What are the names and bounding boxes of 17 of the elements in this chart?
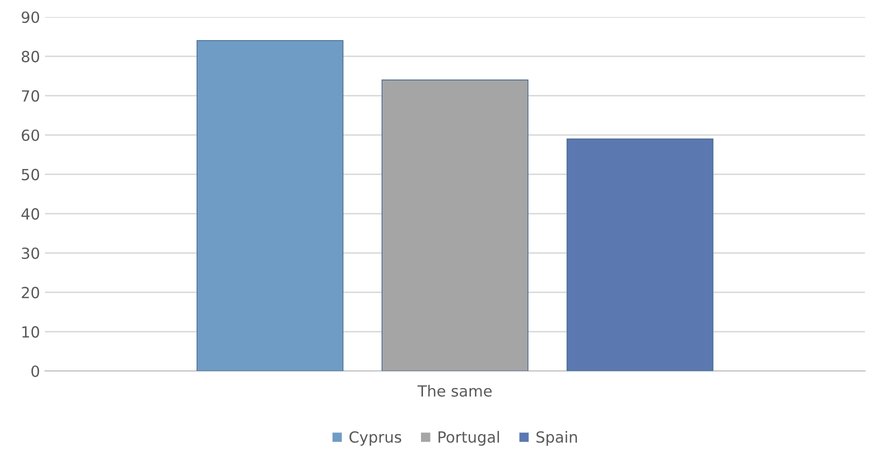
y-tick-label: 90 <box>22 11 40 24</box>
y-tick-label: 0 <box>31 365 40 378</box>
y-tick-label: 10 <box>22 326 40 338</box>
legend-label: Cyprus <box>349 431 402 446</box>
bar <box>196 40 344 371</box>
y-tick-label: 80 <box>22 50 40 62</box>
y-tick-label: 30 <box>22 247 40 260</box>
y-tick-label: 60 <box>22 129 40 142</box>
y-tick-label: 50 <box>22 168 40 180</box>
bar <box>566 138 714 371</box>
y-tick-label: 40 <box>21 208 40 220</box>
legend-label: Spain <box>536 430 577 446</box>
y-tick-label: 20 <box>22 286 40 298</box>
legend-label: Portugal <box>438 430 499 446</box>
x-tick-label: The same <box>418 384 492 397</box>
bar <box>382 80 528 371</box>
y-tick-label: 70 <box>22 90 40 102</box>
